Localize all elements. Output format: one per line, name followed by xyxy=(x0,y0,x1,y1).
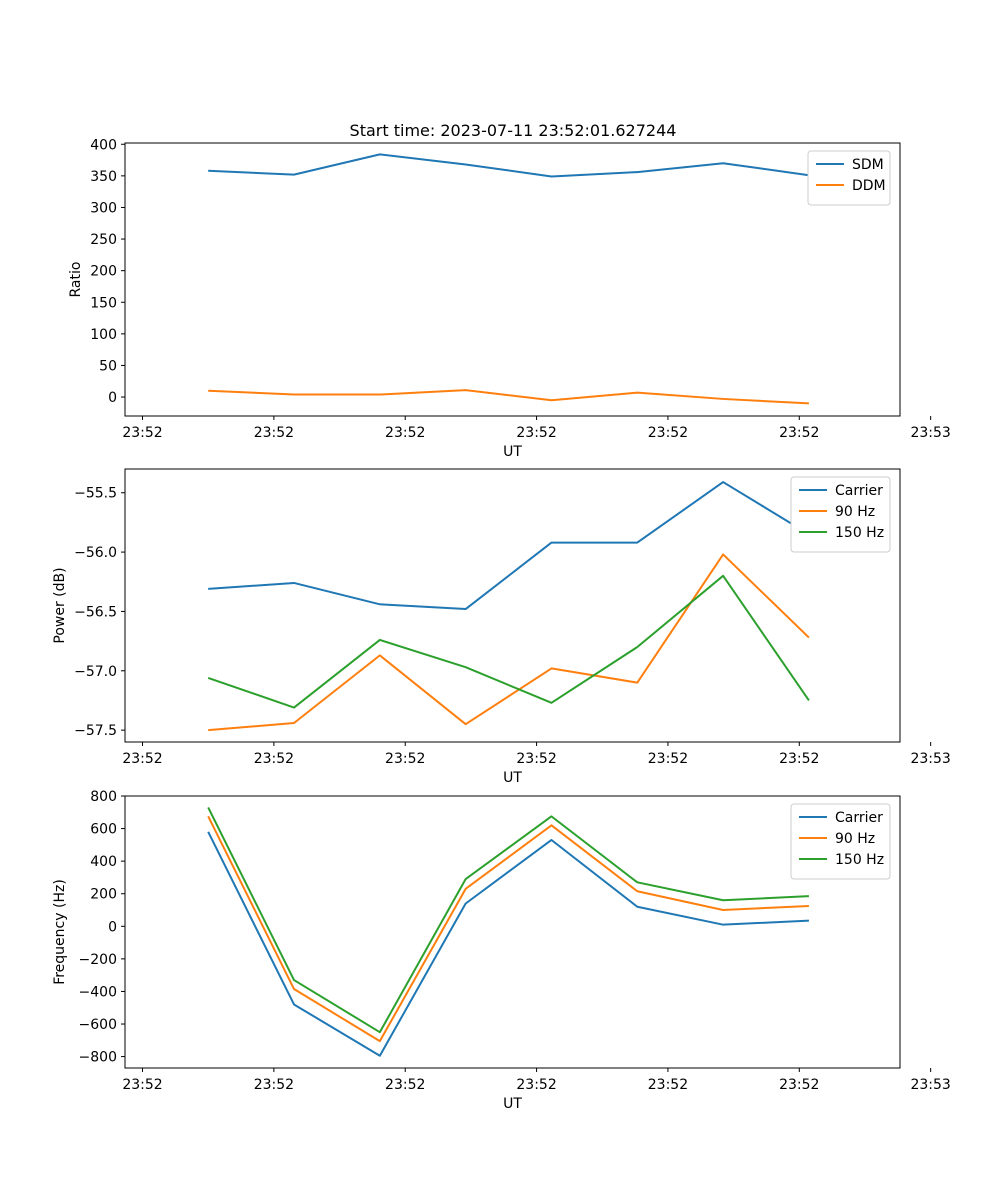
y-tick-label: 200 xyxy=(90,887,117,903)
x-tick-label: 23:52 xyxy=(779,751,819,767)
y-tick-label: 0 xyxy=(108,390,117,406)
legend-label: 90 Hz xyxy=(835,831,875,847)
axes-1: 0 50 100 150 200 250 300 350 400 23:52 23:52 23:52 2… xyxy=(68,137,951,460)
y-tick-label: 300 xyxy=(90,200,117,216)
plot-frame xyxy=(124,468,901,743)
legend-label: Carrier xyxy=(835,483,883,499)
series-line-sdm xyxy=(208,153,810,178)
y-axis-label: Ratio xyxy=(68,262,84,298)
series-line-carrier xyxy=(208,481,810,611)
x-tick-label: 23:52 xyxy=(122,751,162,767)
y-tick-label: 250 xyxy=(90,232,117,248)
x-tick-label: 23:52 xyxy=(516,1077,556,1093)
y-tick-label: −57.0 xyxy=(74,664,117,680)
plot-frame xyxy=(124,795,901,1069)
y-tick-label: −56.0 xyxy=(74,545,117,561)
plots-container: 0 50 100 150 200 250 300 350 400 23:52 23:52 23:52 2… xyxy=(52,137,951,1112)
series-line-carrier xyxy=(207,831,809,1057)
legend-box xyxy=(790,476,891,553)
x-tick-label: 23:52 xyxy=(254,425,294,441)
x-axis-label: UT xyxy=(503,444,522,460)
series-line-ddm xyxy=(208,389,809,405)
x-tick-label: 23:52 xyxy=(779,1077,819,1093)
axes-3: −800 −600 −400 −200 0 200 400 600 800 23:52 23:52 2… xyxy=(52,789,951,1112)
x-tick-label: 23:52 xyxy=(648,425,688,441)
y-tick-label: 150 xyxy=(90,295,117,311)
series-line-90-hz xyxy=(207,815,809,1043)
x-tick-label: 23:52 xyxy=(779,425,819,441)
x-tick-label: 23:53 xyxy=(910,751,950,767)
y-axis-label: Power (dB) xyxy=(52,567,68,643)
series-line-150-hz xyxy=(207,574,810,709)
y-tick-label: 800 xyxy=(90,789,117,805)
x-tick-label: 23:52 xyxy=(648,751,688,767)
x-tick-label: 23:52 xyxy=(122,425,162,441)
y-tick-label: 0 xyxy=(108,919,117,935)
x-tick-label: 23:52 xyxy=(254,751,294,767)
legend-label: DDM xyxy=(852,178,886,194)
x-tick-label: 23:52 xyxy=(516,751,556,767)
figure-title: Start time: 2023-07-11 23:52:01.627244 xyxy=(350,121,677,140)
axes-2: −57.5 −57.0 −56.5 −56.0 −55.5 23:52 23:52 23:52… xyxy=(52,468,951,786)
x-tick-label: 23:52 xyxy=(385,751,425,767)
series-line-150-hz xyxy=(207,806,809,1034)
y-tick-label: 100 xyxy=(90,327,117,343)
x-axis-label: UT xyxy=(503,1096,522,1112)
y-tick-label: −800 xyxy=(79,1050,117,1066)
y-tick-label: 400 xyxy=(90,854,117,870)
legend-label: 90 Hz xyxy=(835,504,875,520)
plot-frame xyxy=(124,142,901,417)
y-tick-label: 200 xyxy=(90,264,117,280)
y-tick-label: −55.5 xyxy=(74,486,117,502)
x-tick-label: 23:53 xyxy=(910,425,950,441)
y-tick-label: −600 xyxy=(79,1017,117,1033)
series-line-90-hz xyxy=(208,553,810,732)
y-tick-label: 50 xyxy=(99,358,117,374)
legend-label: Carrier xyxy=(835,810,883,826)
legend-label: SDM xyxy=(852,157,884,173)
legend: SDM DDM xyxy=(807,150,891,206)
x-tick-label: 23:52 xyxy=(122,1077,162,1093)
legend-label: 150 Hz xyxy=(835,852,884,868)
y-axis-label: Frequency (Hz) xyxy=(52,879,68,985)
x-tick-label: 23:52 xyxy=(385,1077,425,1093)
x-tick-label: 23:52 xyxy=(254,1077,294,1093)
y-tick-label: −200 xyxy=(79,952,117,968)
legend: Carrier 90 Hz 150 Hz xyxy=(790,803,891,880)
x-tick-label: 23:53 xyxy=(910,1077,950,1093)
legend-label: 150 Hz xyxy=(835,525,884,541)
x-tick-label: 23:52 xyxy=(385,425,425,441)
y-tick-label: 350 xyxy=(90,169,117,185)
y-tick-label: −400 xyxy=(79,984,117,1000)
legend-box xyxy=(790,803,891,880)
y-tick-label: −56.5 xyxy=(74,604,117,620)
x-tick-label: 23:52 xyxy=(648,1077,688,1093)
y-tick-label: 400 xyxy=(90,137,117,153)
y-tick-label: −57.5 xyxy=(74,723,117,739)
x-tick-label: 23:52 xyxy=(516,425,556,441)
legend: Carrier 90 Hz 150 Hz xyxy=(790,476,891,553)
x-axis-label: UT xyxy=(503,770,522,786)
y-tick-label: 600 xyxy=(90,822,117,838)
